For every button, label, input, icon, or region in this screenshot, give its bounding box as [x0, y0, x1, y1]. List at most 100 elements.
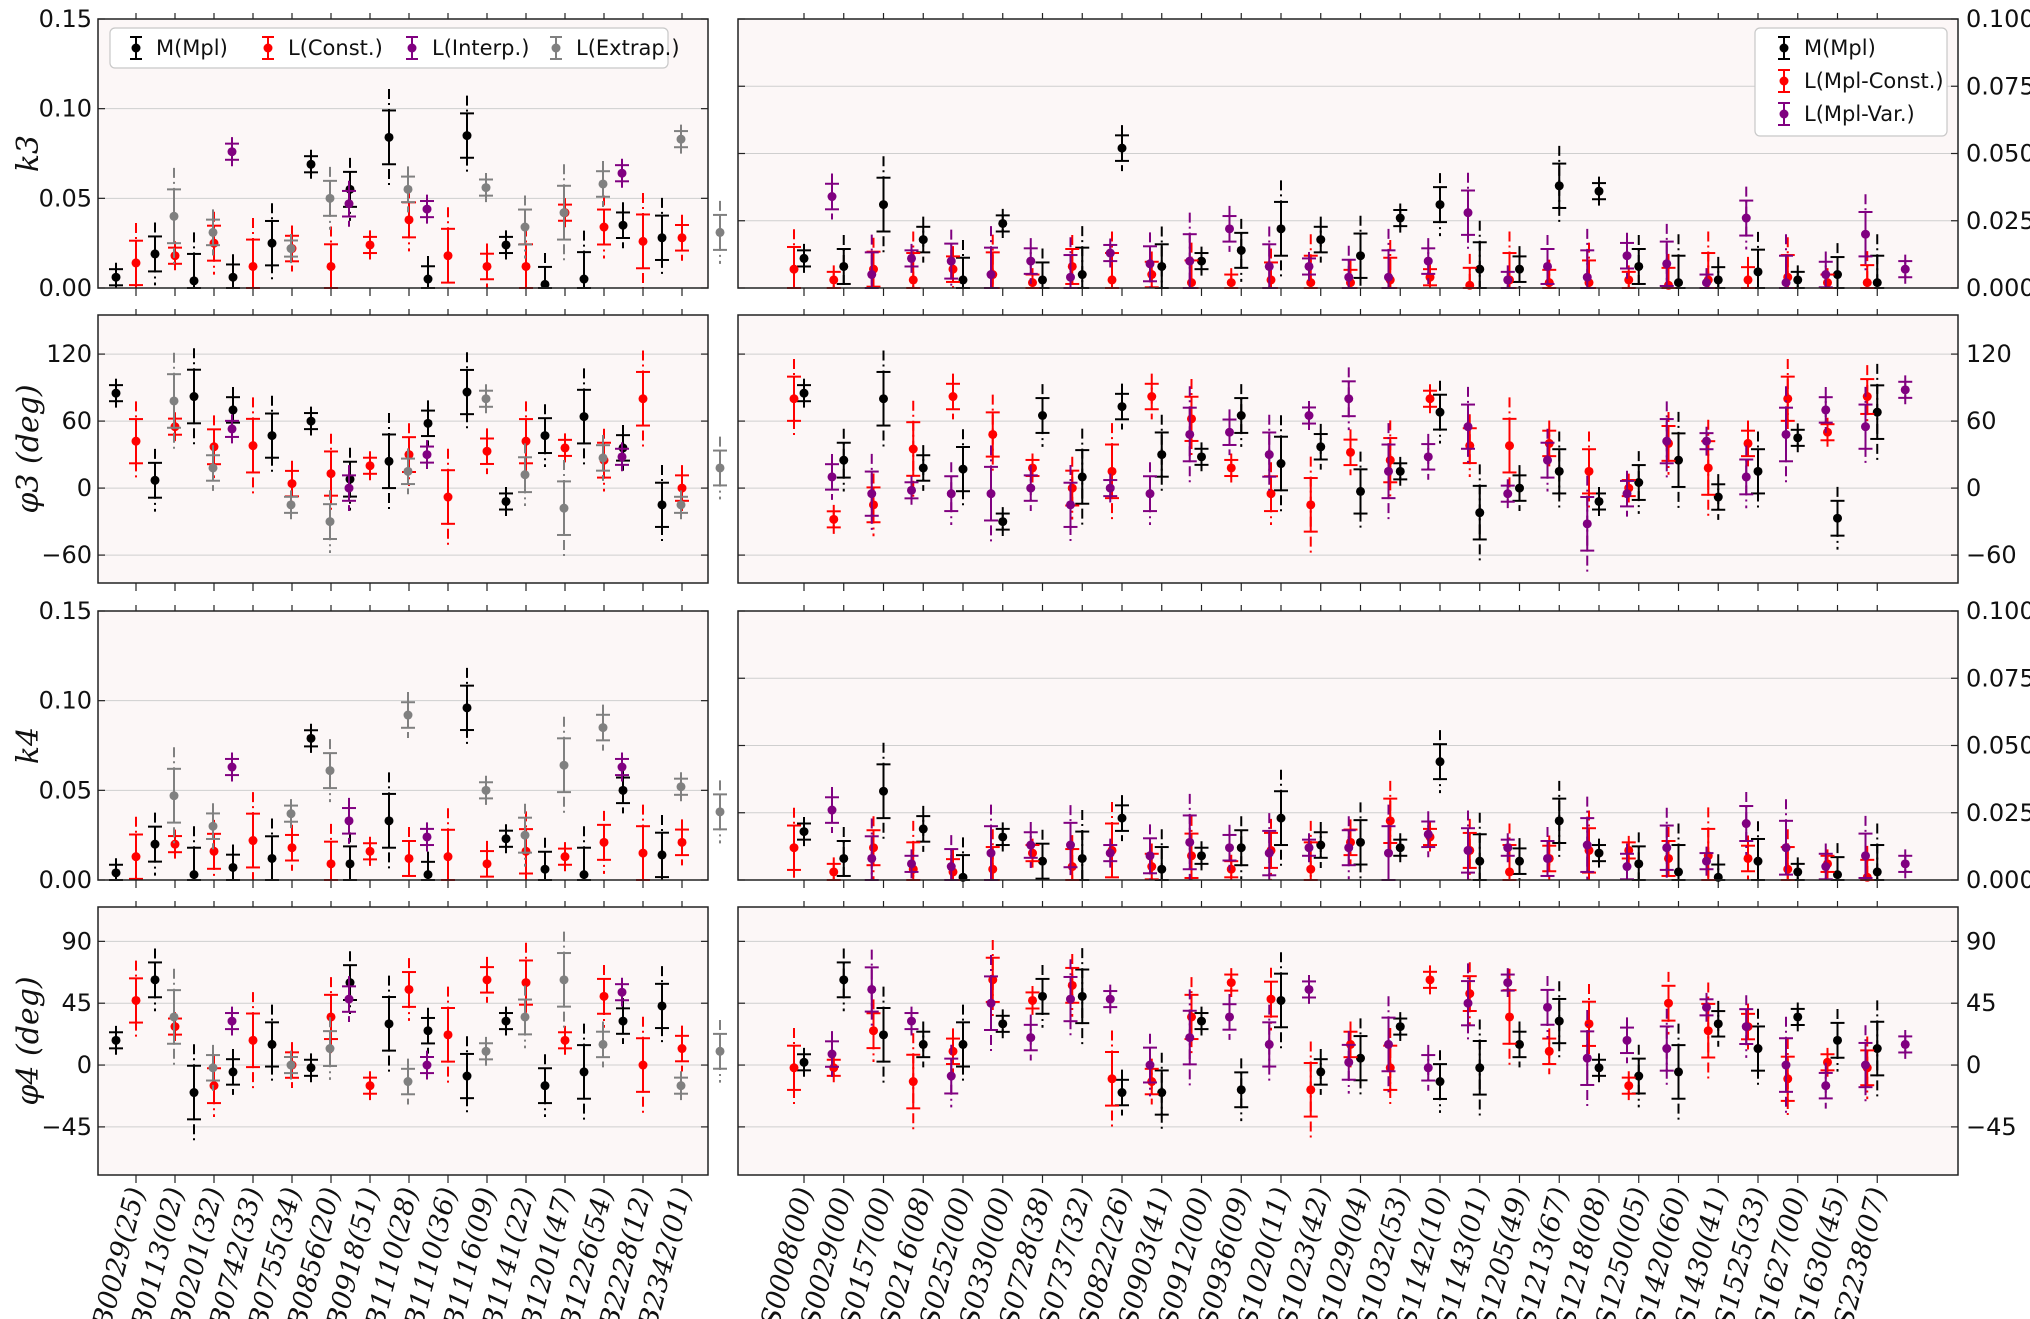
- data-point: [1753, 856, 1763, 866]
- data-point: [869, 843, 878, 853]
- y-axis-label: φ3 (deg): [11, 384, 46, 513]
- data-point: [1823, 1057, 1832, 1067]
- data-point: [325, 517, 335, 527]
- legend-label: L(Interp.): [432, 36, 529, 60]
- data-point: [267, 431, 277, 441]
- data-point: [1544, 1046, 1554, 1056]
- data-point: [501, 834, 511, 844]
- data-point: [1594, 848, 1604, 858]
- data-point: [501, 1016, 511, 1026]
- data-point: [598, 723, 608, 733]
- data-point: [827, 1049, 837, 1059]
- data-point: [1900, 859, 1910, 869]
- data-point: [946, 1071, 956, 1081]
- data-point: [443, 852, 453, 862]
- y-axis-label: k4: [11, 727, 46, 764]
- panel-right-4: −45 0 45 90: [737, 901, 2017, 1183]
- data-point: [948, 392, 958, 402]
- data-point: [1861, 422, 1870, 432]
- y-tick-label: 0.075: [1966, 72, 2030, 100]
- data-point: [1077, 853, 1087, 863]
- data-point: [1264, 848, 1274, 858]
- data-point: [150, 249, 160, 259]
- data-point: [248, 836, 258, 846]
- data-point: [1304, 984, 1314, 994]
- data-point: [1067, 483, 1077, 493]
- data-point: [907, 859, 916, 869]
- data-point: [423, 274, 433, 284]
- panel-frame: [737, 610, 1959, 881]
- y-tick-label: 0.05: [39, 776, 92, 804]
- data-point: [1384, 848, 1393, 858]
- data-point: [1077, 270, 1087, 280]
- data-point: [1266, 489, 1276, 499]
- data-point: [267, 238, 277, 248]
- legend-box: [109, 27, 669, 69]
- data-point: [248, 1035, 258, 1045]
- data-point: [482, 859, 492, 869]
- data-point: [131, 995, 141, 1005]
- data-point: [638, 236, 648, 246]
- data-point: [482, 975, 492, 985]
- data-point: [829, 275, 839, 285]
- y-tick-label: 0.15: [39, 5, 92, 33]
- data-point: [1264, 450, 1274, 460]
- data-point: [1423, 829, 1433, 839]
- data-point: [1543, 853, 1552, 863]
- data-point: [403, 466, 413, 476]
- data-point: [384, 456, 394, 466]
- data-point: [1594, 496, 1604, 506]
- data-point: [829, 1063, 839, 1073]
- data-point: [1634, 859, 1644, 869]
- y-tick-label: 0: [77, 1051, 92, 1079]
- data-point: [1783, 1074, 1793, 1084]
- data-point: [422, 1060, 432, 1070]
- data-point: [1425, 394, 1435, 404]
- data-point: [1236, 843, 1246, 853]
- data-point: [1622, 251, 1632, 261]
- y-tick-label: 0.10: [39, 687, 92, 715]
- panel-frame: [737, 314, 1959, 584]
- data-point: [1423, 1063, 1433, 1073]
- data-point: [715, 1046, 725, 1056]
- data-point: [1793, 275, 1803, 285]
- data-point: [1395, 466, 1405, 476]
- data-point: [618, 220, 628, 230]
- data-point: [520, 222, 530, 232]
- data-point: [422, 204, 432, 214]
- data-point: [1197, 1016, 1206, 1026]
- data-point: [617, 168, 627, 178]
- data-point: [1833, 513, 1842, 523]
- data-point: [1741, 819, 1751, 829]
- data-point: [267, 853, 277, 863]
- data-point: [1145, 851, 1155, 861]
- data-point: [1793, 1012, 1803, 1022]
- data-point: [1743, 853, 1753, 863]
- data-point: [540, 279, 550, 289]
- panel-frame: [97, 18, 709, 289]
- data-point: [1306, 500, 1316, 510]
- data-point: [228, 1067, 238, 1077]
- data-point: [325, 193, 335, 203]
- y-tick-label: 0.025: [1966, 799, 2030, 827]
- data-point: [325, 766, 335, 776]
- data-point: [482, 261, 492, 271]
- data-point: [189, 392, 199, 402]
- data-point: [559, 208, 569, 218]
- data-point: [1346, 447, 1355, 457]
- panel-left-2: −60 0 60 120: [41, 309, 727, 591]
- data-point: [1157, 450, 1167, 460]
- data-point: [1664, 998, 1673, 1008]
- data-point: [618, 785, 628, 795]
- data-point: [998, 1019, 1008, 1029]
- data-point: [827, 192, 837, 202]
- data-point: [676, 134, 686, 144]
- data-point: [131, 258, 141, 268]
- data-point: [657, 233, 667, 243]
- data-point: [520, 470, 530, 480]
- data-point: [1515, 264, 1524, 274]
- data-point: [1594, 186, 1604, 196]
- data-point: [638, 394, 648, 404]
- data-point: [209, 846, 219, 856]
- data-point: [715, 227, 725, 237]
